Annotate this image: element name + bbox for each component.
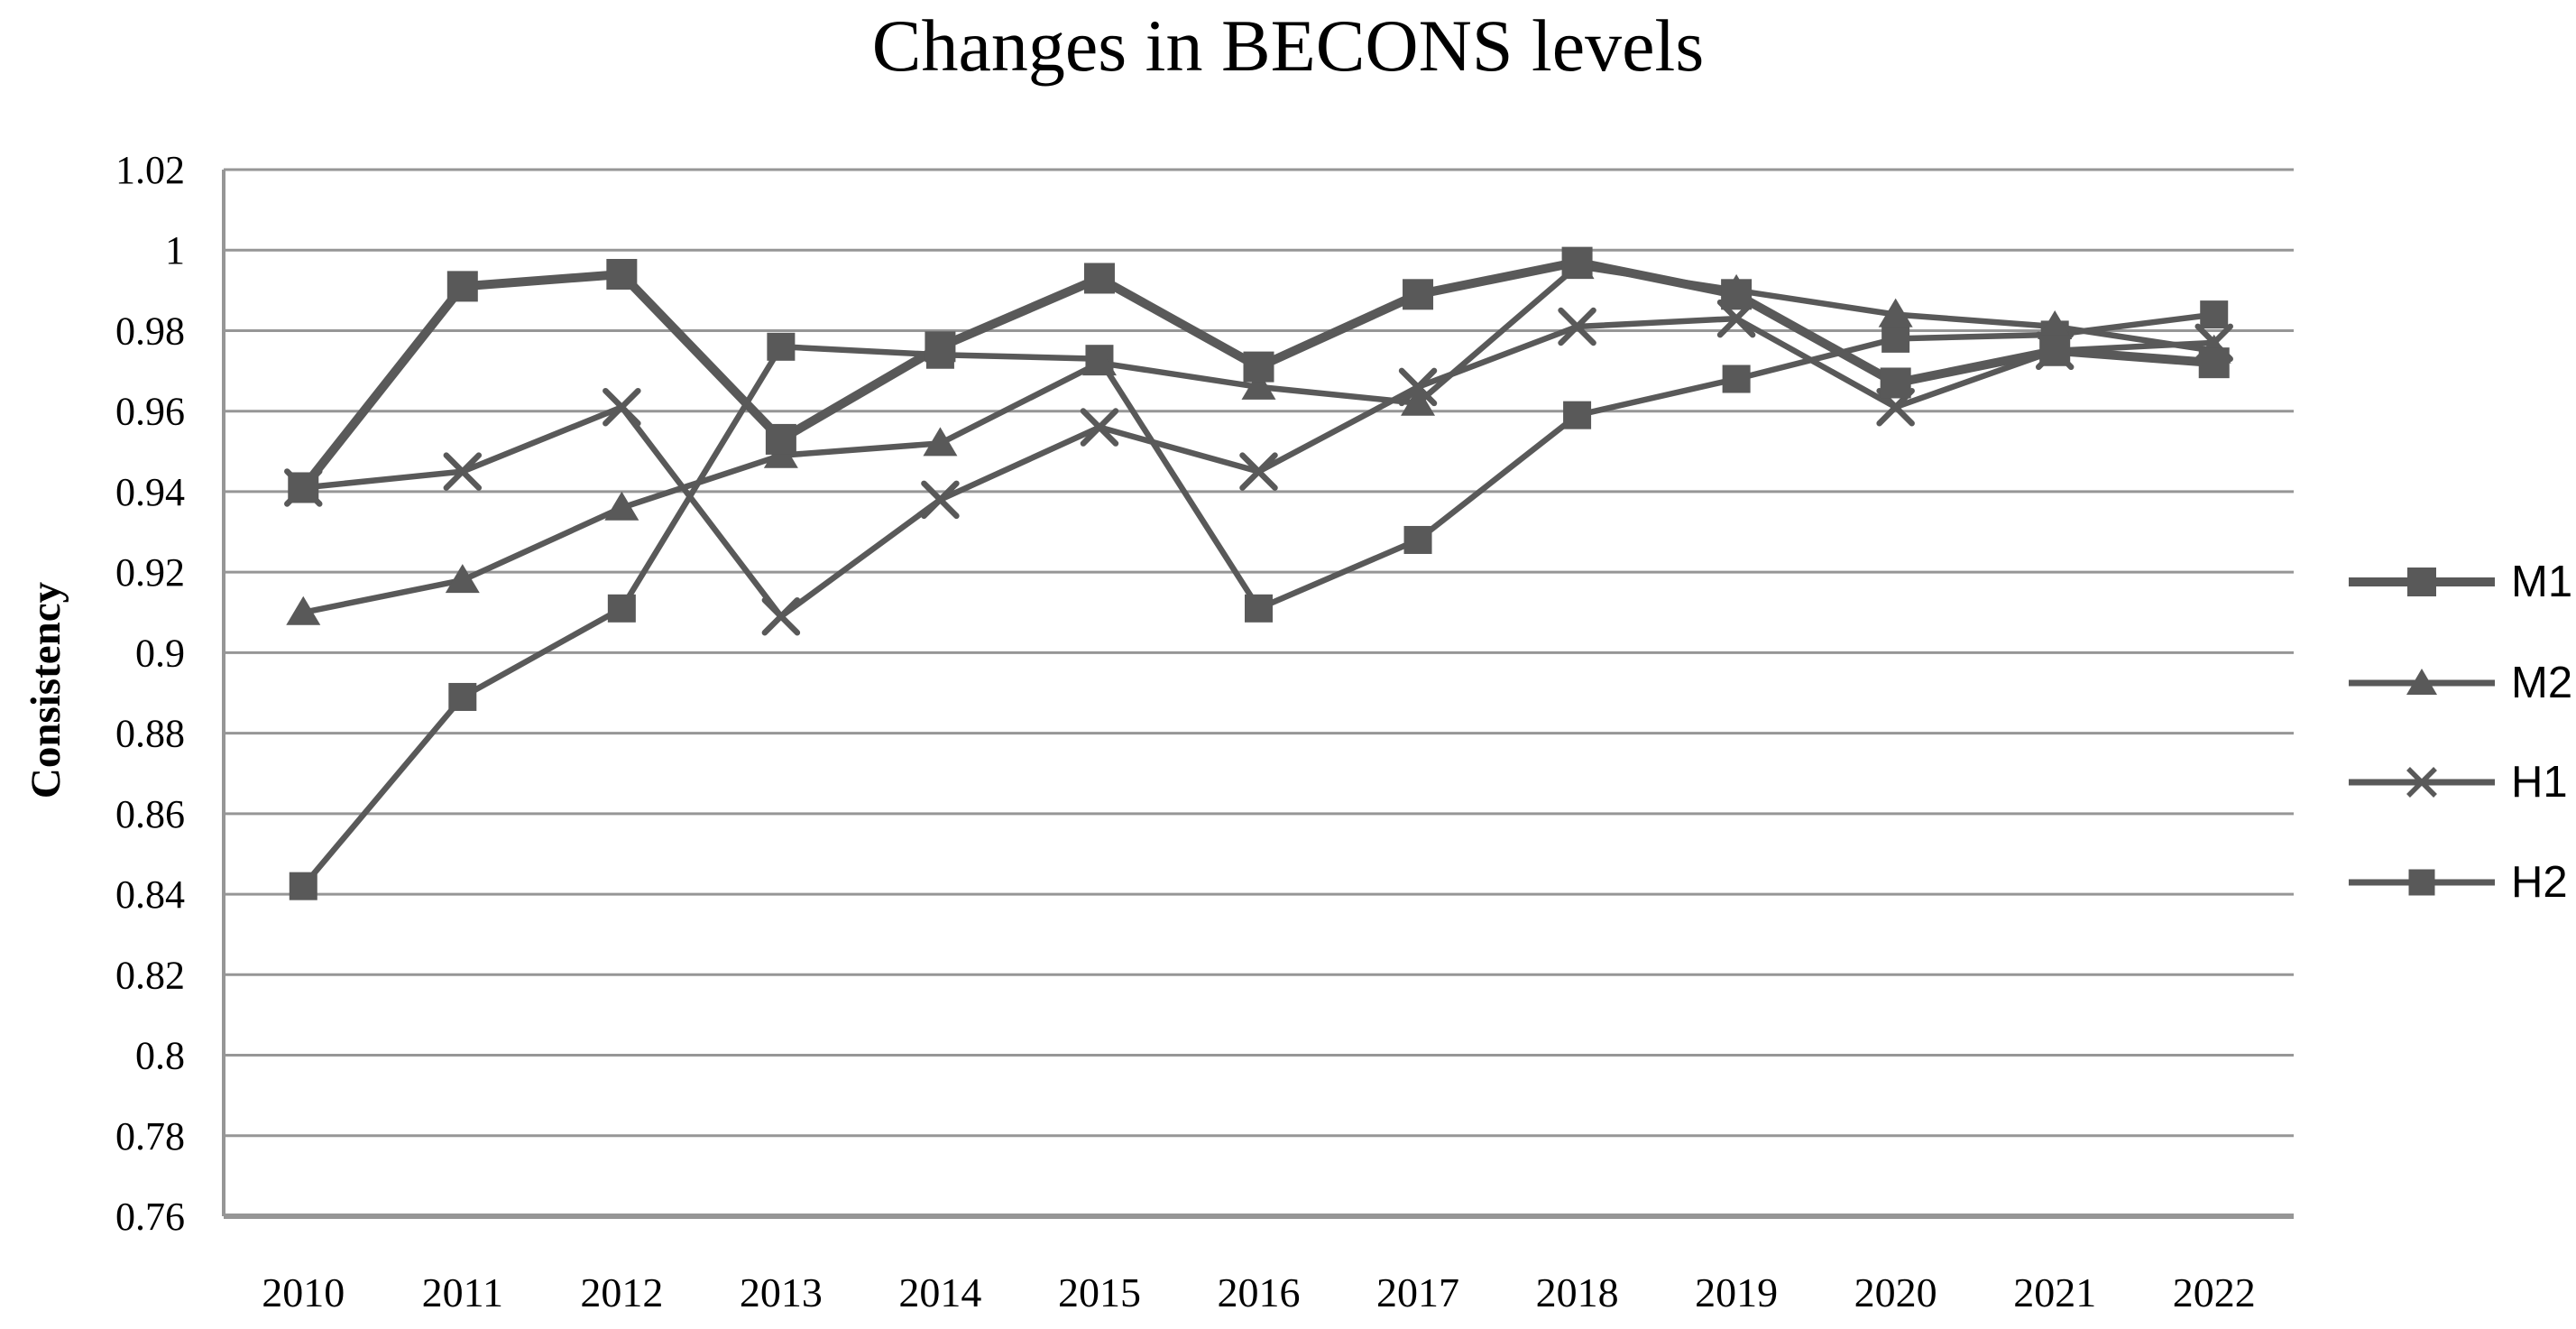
marker-square [448,682,477,711]
marker-square [925,331,956,363]
marker-square [1403,525,1432,554]
legend-item-H2: H2 [2345,854,2568,911]
x-tick-label: 2016 [1218,1269,1301,1315]
marker-triangle [1241,370,1276,400]
marker-square [1245,594,1273,623]
y-tick-label: 0.94 [115,470,185,514]
marker-x [1080,408,1119,447]
marker-triangle [923,427,958,457]
y-tick-label: 0.96 [115,390,185,434]
chart-legend: M1 M2 H1 H2 [2345,0,2576,1329]
series-line-M2 [302,263,2215,615]
marker-triangle [1081,346,1117,376]
y-tick-label: 1.02 [115,148,185,192]
y-tick-label: 0.98 [115,309,185,353]
legend-label: M1 [2511,558,2573,606]
x-tick-label: 2013 [740,1269,823,1315]
marker-square [2039,335,2071,366]
marker-x [443,452,483,491]
y-tick-label: 0.76 [115,1195,185,1239]
legend-item-M2: M2 [2345,654,2572,712]
y-tick-label: 0.8 [135,1034,185,1078]
legend-key-square-icon [2349,568,2495,596]
marker-square [607,594,636,623]
x-tick-label: 2020 [1854,1269,1937,1315]
y-tick-label: 0.78 [115,1114,185,1158]
marker-square [1563,401,1592,429]
x-tick-label: 2017 [1376,1269,1459,1315]
y-tick-label: 0.9 [135,631,185,675]
marker-square [1722,365,1751,393]
marker-x [761,596,801,636]
legend-key-triangle-icon [2349,669,2495,695]
legend-label: M2 [2511,659,2573,707]
legend-item-M1: M1 [2345,553,2572,611]
marker-triangle [2038,310,2073,339]
marker-square [1561,246,1593,278]
marker-square [765,423,796,455]
marker-square [2200,300,2229,329]
x-tick-label: 2011 [422,1269,503,1315]
marker-x [603,387,641,427]
y-tick-label: 0.84 [115,872,185,917]
marker-square [446,271,478,302]
y-tick-label: 0.92 [115,550,185,595]
marker-square [767,332,796,361]
marker-square [2198,347,2230,379]
marker-square [289,872,317,900]
marker-triangle [1401,386,1436,416]
marker-triangle [1878,298,1913,328]
marker-square [1243,351,1274,383]
chart-title: Changes in BECONS levels [871,5,1705,87]
y-tick-label: 1 [165,228,185,272]
legend-label: H2 [2511,858,2568,907]
marker-triangle [445,564,480,594]
marker-square [606,259,638,290]
y-tick-label: 0.88 [115,712,185,756]
legend-item-H1: H1 [2345,753,2568,811]
marker-square [288,472,319,503]
x-tick-label: 2012 [580,1269,663,1315]
x-tick-label: 2021 [2013,1269,2096,1315]
x-tick-label: 2019 [1695,1269,1778,1315]
x-tick-label: 2014 [898,1269,981,1315]
marker-x [921,480,960,520]
marker-square [1083,263,1115,294]
marker-triangle [286,595,321,625]
marker-triangle [604,491,639,521]
marker-square [1721,279,1753,310]
marker-square [1880,367,1911,399]
marker-x [1239,452,1278,491]
y-tick-label: 0.82 [115,953,185,997]
marker-x [1558,307,1596,346]
legend-key-x-icon [2349,767,2495,798]
y-tick-label: 0.86 [115,792,185,836]
x-tick-label: 2010 [262,1269,345,1315]
x-tick-label: 2022 [2173,1269,2256,1315]
x-tick-label: 2015 [1058,1269,1141,1315]
legend-label: H1 [2511,758,2568,807]
legend-key-square-icon [2349,869,2495,896]
marker-square [1881,324,1910,353]
marker-square [1403,279,1434,310]
x-tick-label: 2018 [1536,1269,1619,1315]
